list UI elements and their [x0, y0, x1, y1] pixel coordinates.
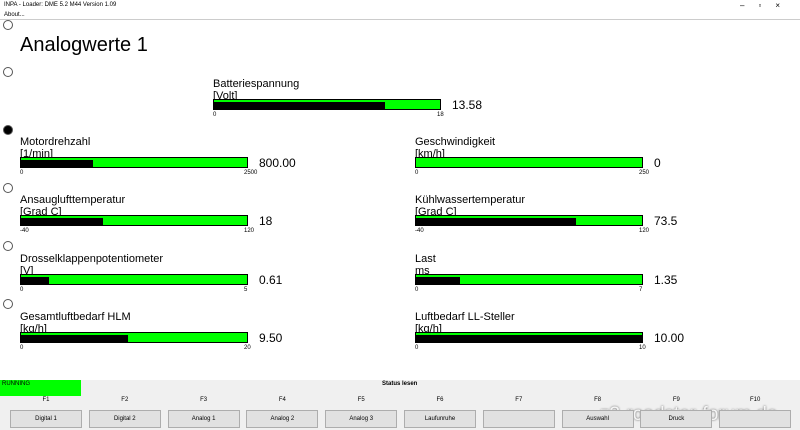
gauge-bar: [20, 157, 248, 168]
gauge-fill: [21, 334, 129, 342]
gauge-value: 10.00: [654, 330, 685, 345]
gauge-min: 0: [415, 344, 419, 351]
function-button[interactable]: Digital 1: [10, 410, 82, 428]
radio-button[interactable]: [3, 125, 13, 135]
function-key-label: F9: [672, 397, 680, 403]
function-button[interactable]: Analog 1: [167, 410, 240, 428]
gauge-bar: [415, 215, 643, 227]
function-key-label: F4: [278, 397, 286, 403]
window-title: INPA - Loader: DME 5.2 M44 Version 1.09: [4, 2, 117, 8]
gauge-label: Luftbedarf LL-Steller: [415, 310, 515, 323]
function-key-label: F1: [42, 397, 50, 403]
gauge-label: Motordrehzahl: [20, 136, 91, 148]
gauge-value: 73.5: [654, 214, 678, 229]
title-bar: INPA - Loader: DME 5.2 M44 Version 1.09 …: [0, 0, 800, 11]
function-key-label: F2: [121, 397, 129, 403]
gauge-value: 0: [654, 156, 661, 170]
gauge-value: 0.61: [259, 272, 283, 287]
function-button[interactable]: Druck: [640, 410, 713, 428]
gauge-min: -40: [20, 228, 29, 235]
function-key-label: F5: [357, 397, 365, 403]
gauge-label: Geschwindigkeit: [415, 136, 496, 148]
menu-item[interactable]: About...: [4, 12, 25, 18]
gauge-max: 18: [437, 112, 444, 118]
radio-button[interactable]: [3, 20, 13, 30]
gauge-value: 800.00: [259, 156, 296, 170]
gauge-min: 0: [20, 344, 24, 351]
function-button[interactable]: Laufunruhe: [404, 410, 476, 428]
function-button[interactable]: Analog 2: [246, 410, 319, 428]
gauge-min: -40: [415, 228, 424, 235]
gauge-bar: [415, 157, 643, 168]
gauge-fill: [21, 160, 94, 167]
gauge-bar: [213, 99, 441, 110]
menu-bar: About...: [0, 11, 800, 19]
function-button[interactable]: Auswahl: [561, 410, 634, 428]
gauge-bar: [20, 215, 248, 227]
heading: Analogwerte 1: [20, 34, 148, 56]
gauge-min: 0: [415, 286, 419, 293]
radio-button[interactable]: [3, 67, 13, 77]
gauge-label: Kühlwassertemperatur: [415, 194, 526, 207]
gauge-fill: [21, 276, 49, 284]
gauge-max: 120: [639, 228, 650, 235]
function-button[interactable]: [482, 410, 555, 428]
gauge-min: 0: [415, 170, 419, 176]
gauge-bar: [20, 273, 248, 285]
function-button[interactable]: [719, 410, 792, 428]
status-text: RUNNING: [2, 381, 30, 387]
gauge-max: 7: [639, 286, 643, 293]
gauge-bar: [415, 273, 643, 285]
gauge-value: 9.50: [259, 330, 283, 345]
function-button[interactable]: Digital 2: [88, 410, 161, 428]
main-panel: Analogwerte 1: [0, 19, 800, 379]
radio-button[interactable]: [3, 299, 13, 309]
radio-button[interactable]: [3, 241, 13, 251]
gauge-label: Gesamtluftbedarf HLM: [20, 310, 131, 323]
gauge-max: 10: [639, 344, 646, 351]
function-key-label: F8: [594, 397, 602, 403]
status-message: Status lesen: [382, 381, 418, 387]
gauge-min: 0: [20, 286, 24, 293]
gauge-fill: [416, 334, 642, 342]
function-key-label: F7: [515, 397, 523, 403]
function-key-label: F6: [436, 397, 444, 403]
gauge-bar: [415, 331, 643, 343]
gauge-value: 18: [259, 214, 273, 229]
gauge-max: 120: [244, 228, 255, 235]
gauge-max: 5: [244, 286, 248, 293]
gauge-fill: [416, 218, 577, 226]
gauge-label: Ansauglufttemperatur: [20, 194, 126, 207]
gauge-max: 20: [244, 344, 251, 351]
radio-button[interactable]: [3, 183, 13, 193]
window-controls[interactable]: –▫×: [740, 1, 794, 10]
gauge-label: Last: [415, 252, 436, 265]
gauge-max: 2500: [244, 170, 258, 176]
gauge-label: Batteriespannung: [213, 78, 300, 90]
function-key-label: F3: [200, 397, 208, 403]
gauge-min: 0: [20, 170, 24, 176]
gauge-fill: [21, 218, 103, 226]
gauge-value: 13.58: [452, 98, 483, 112]
gauge-max: 250: [639, 170, 650, 176]
gauge-bar: [20, 331, 248, 343]
status-state: RUNNING: [0, 380, 81, 396]
gauge-min: 0: [213, 112, 217, 118]
gauge-value: 1.35: [654, 272, 678, 287]
gauge-label: Drosselklappenpotentiometer: [20, 252, 164, 265]
gauge-fill: [214, 102, 385, 109]
gauge-fill: [416, 276, 460, 284]
function-key-label: F10: [750, 397, 761, 403]
function-button[interactable]: Analog 3: [325, 410, 398, 428]
